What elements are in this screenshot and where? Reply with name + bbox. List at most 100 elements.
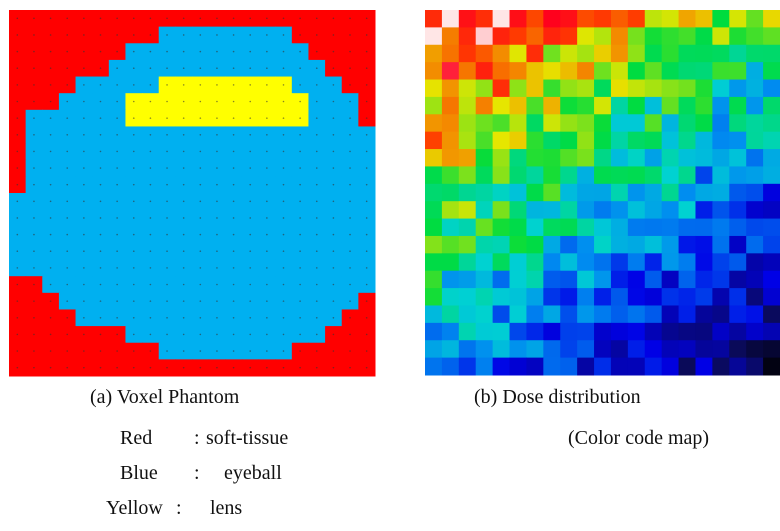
dose-cell xyxy=(746,114,763,132)
voxel-dot xyxy=(316,201,318,203)
dose-cell xyxy=(425,253,442,271)
dose-cell xyxy=(712,80,729,98)
voxel-dot xyxy=(233,201,235,203)
voxel-dot xyxy=(249,367,251,369)
dose-cell xyxy=(493,219,510,237)
voxel-dot xyxy=(200,367,202,369)
dose-cell xyxy=(476,45,493,63)
voxel-dot xyxy=(50,18,52,20)
dose-cell xyxy=(611,62,628,80)
dose-cell xyxy=(560,166,577,184)
voxel-dot xyxy=(100,134,102,136)
voxel-dot xyxy=(366,34,368,36)
voxel-dot xyxy=(183,284,185,286)
dose-cell xyxy=(695,201,712,219)
voxel-dot xyxy=(200,51,202,53)
dose-cell xyxy=(611,340,628,358)
voxel-dot xyxy=(283,51,285,53)
dose-cell xyxy=(594,27,611,45)
voxel-dot xyxy=(116,151,118,153)
dose-cell xyxy=(526,288,543,306)
dose-cell xyxy=(526,10,543,28)
voxel-dot xyxy=(66,234,68,236)
voxel-dot xyxy=(166,167,168,169)
dose-cell xyxy=(476,166,493,184)
dose-cell xyxy=(442,166,459,184)
dose-cell xyxy=(628,62,645,80)
voxel-dot xyxy=(233,101,235,103)
voxel-dot xyxy=(17,201,19,203)
voxel-dot xyxy=(200,167,202,169)
dose-cell xyxy=(628,271,645,289)
dose-cell xyxy=(543,166,560,184)
dose-cell xyxy=(560,132,577,150)
voxel-dot xyxy=(150,367,152,369)
voxel-dot xyxy=(316,151,318,153)
dose-cell xyxy=(729,271,746,289)
dose-cell xyxy=(746,27,763,45)
dose-cell xyxy=(645,184,662,202)
voxel-dot xyxy=(349,184,351,186)
voxel-dot xyxy=(200,117,202,119)
dose-cell xyxy=(493,271,510,289)
voxel-dot xyxy=(200,334,202,336)
voxel-dot xyxy=(100,217,102,219)
dose-cell xyxy=(695,132,712,150)
dose-cell xyxy=(729,62,746,80)
dose-cell xyxy=(611,305,628,323)
voxel-dot xyxy=(233,51,235,53)
voxel-dot xyxy=(66,18,68,20)
dose-cell xyxy=(746,45,763,63)
voxel-dot xyxy=(83,367,85,369)
voxel-dot xyxy=(33,250,35,252)
voxel-dot xyxy=(183,51,185,53)
voxel-dot xyxy=(349,101,351,103)
dose-cell xyxy=(425,323,442,341)
voxel-dot xyxy=(166,151,168,153)
voxel-dot xyxy=(283,217,285,219)
dose-cell xyxy=(628,201,645,219)
dose-cell xyxy=(695,149,712,167)
voxel-dot xyxy=(133,18,135,20)
legend-label: Red xyxy=(120,427,152,450)
voxel-dot xyxy=(150,184,152,186)
voxel-dot xyxy=(349,134,351,136)
voxel-dot xyxy=(349,367,351,369)
dose-cell xyxy=(577,288,594,306)
dose-cell xyxy=(543,201,560,219)
voxel-dot xyxy=(183,117,185,119)
voxel-dot xyxy=(316,350,318,352)
voxel-dot xyxy=(133,67,135,69)
dose-cell xyxy=(679,253,696,271)
dose-cell xyxy=(645,271,662,289)
dose-cell xyxy=(763,288,780,306)
voxel-dot xyxy=(50,84,52,86)
voxel-dot xyxy=(216,201,218,203)
voxel-dot xyxy=(366,267,368,269)
voxel-dot xyxy=(249,167,251,169)
voxel-dot xyxy=(333,51,335,53)
dose-cell xyxy=(763,219,780,237)
voxel-dot xyxy=(366,67,368,69)
voxel-dot xyxy=(116,184,118,186)
dose-cell xyxy=(712,305,729,323)
voxel-dot xyxy=(166,117,168,119)
dose-cell xyxy=(510,358,527,376)
dose-cell xyxy=(543,114,560,132)
voxel-dot xyxy=(166,350,168,352)
dose-cell xyxy=(560,323,577,341)
voxel-dot xyxy=(249,134,251,136)
dose-cell xyxy=(611,97,628,115)
voxel-dot xyxy=(299,18,301,20)
voxel-dot xyxy=(83,217,85,219)
voxel-dot xyxy=(299,234,301,236)
dose-cell xyxy=(746,305,763,323)
voxel-dot xyxy=(316,300,318,302)
dose-cell xyxy=(442,62,459,80)
voxel-dot xyxy=(200,300,202,302)
voxel-dot xyxy=(299,67,301,69)
voxel-dot xyxy=(366,134,368,136)
voxel-dot xyxy=(166,18,168,20)
legend-desc: soft-tissue xyxy=(206,427,288,450)
voxel-dot xyxy=(17,151,19,153)
